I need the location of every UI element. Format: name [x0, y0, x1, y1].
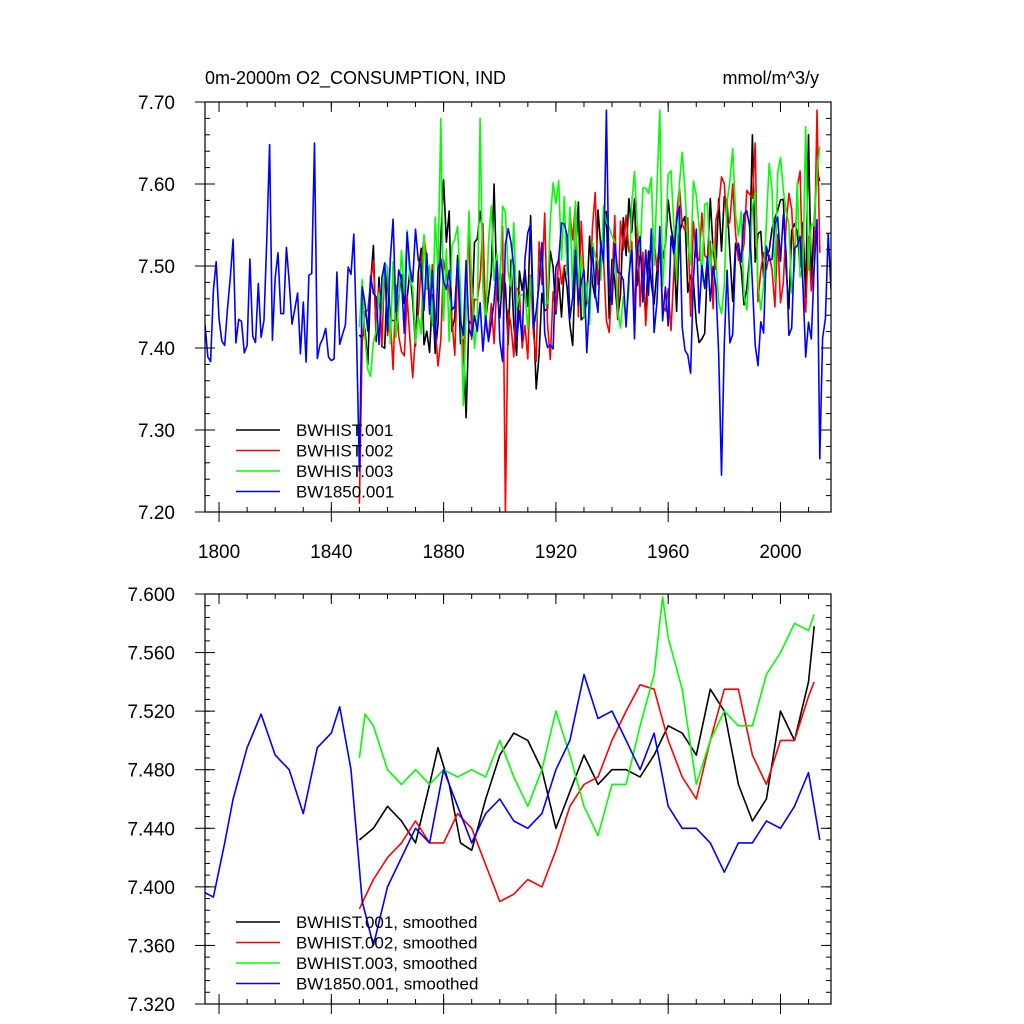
series-line-4 [205, 109, 831, 476]
y-tick-label: 7.320 [127, 995, 175, 1016]
series-line-2 [358, 681, 815, 910]
x-tick-label: 1960 [647, 542, 689, 563]
y-tick-label: 7.50 [138, 257, 175, 278]
x-tick-label: 2000 [759, 542, 801, 563]
legend-label-4: BW1850.001 [296, 483, 394, 502]
plot-frame [204, 101, 832, 513]
series-line-3 [358, 596, 815, 837]
units-label: mmol/m^3/y [723, 68, 819, 88]
legend-label-4: BW1850.001, smoothed [296, 975, 478, 994]
legend-label-1: BWHIST.001, smoothed [296, 913, 477, 932]
series-line-4 [205, 673, 821, 947]
y-tick-label: 7.480 [127, 761, 175, 782]
chart-title: 0m-2000m O2_CONSUMPTION, IND [205, 68, 506, 89]
legend-label-3: BWHIST.003 [296, 462, 393, 481]
legend-label-1: BWHIST.001 [296, 421, 393, 440]
y-tick-label: 7.30 [138, 421, 175, 442]
series-group [205, 109, 831, 512]
y-tick-label: 7.70 [138, 93, 175, 114]
y-tick-label: 7.400 [127, 878, 175, 899]
y-tick-label: 7.40 [138, 339, 175, 360]
y-tick-label: 7.560 [127, 644, 175, 665]
x-tick-label: 1840 [310, 542, 352, 563]
raw-timeseries-panel: 7.20 7.30 7.40 7.50 7.60 7.70 1800 1840 1880 1920… [138, 68, 832, 563]
x-tick-label: 1800 [198, 542, 240, 563]
series-line-3 [358, 109, 821, 407]
legend-label-2: BWHIST.002 [296, 442, 393, 461]
y-tick-label: 7.360 [127, 936, 175, 957]
series-group [205, 596, 821, 947]
legend-label-3: BWHIST.003, smoothed [296, 954, 477, 973]
y-tick-label: 7.600 [127, 585, 175, 606]
x-tick-label: 1880 [422, 542, 464, 563]
y-tick-label: 7.520 [127, 702, 175, 723]
x-tick-label: 1920 [535, 542, 577, 563]
legend: BWHIST.001, smoothed BWHIST.002, smoothed… [236, 913, 478, 994]
smoothed-timeseries-panel: 7.320 7.360 7.400 7.440 7.480 7.520 7.560 7.600… [127, 585, 832, 1016]
y-tick-label: 7.440 [127, 819, 175, 840]
plot-frame [204, 593, 832, 1005]
legend-label-2: BWHIST.002, smoothed [296, 934, 477, 953]
series-line-1 [358, 626, 815, 852]
y-tick-label: 7.20 [138, 503, 175, 524]
y-tick-label: 7.60 [138, 175, 175, 196]
